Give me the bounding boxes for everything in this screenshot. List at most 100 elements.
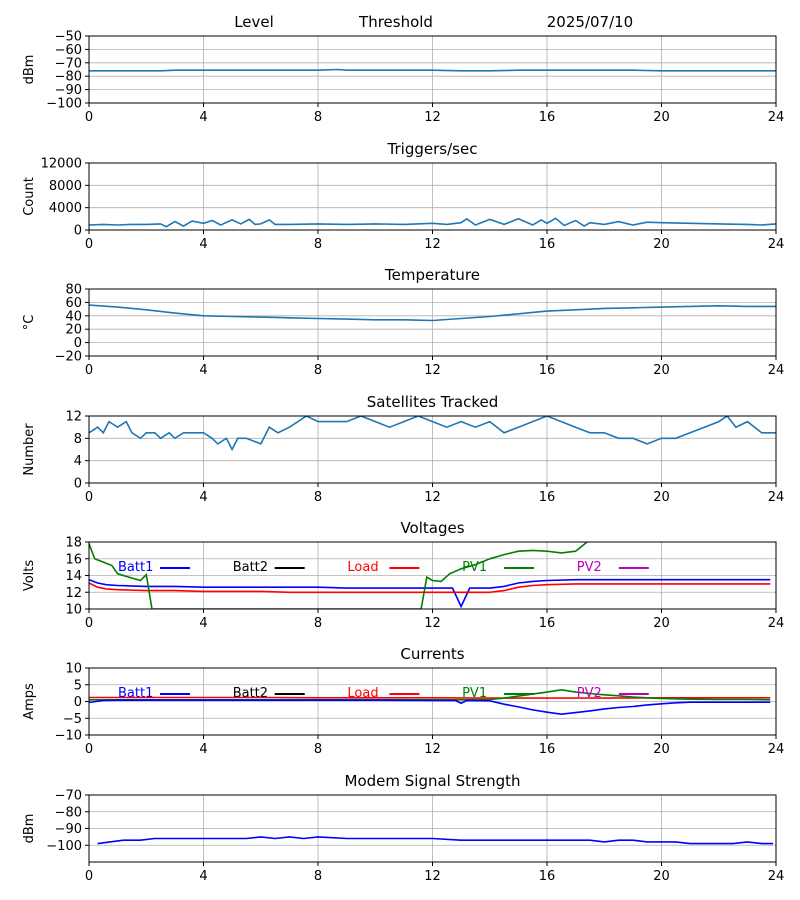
x-tick-label: 12 [424,237,441,252]
panel-title: Triggers/sec [387,140,478,158]
series-line-pv1 [89,542,588,609]
x-tick-label: 12 [424,490,441,505]
x-tick-label: 16 [539,110,556,125]
legend-label: Batt1 [118,686,153,701]
series-group [89,304,776,322]
y-tick-label: 80 [65,283,82,298]
legend-label: PV2 [577,560,602,575]
x-axis: 0 4 8 12 16 20 24 [85,483,784,505]
legend-label: Batt2 [233,686,268,701]
legend-label: Load [347,560,378,575]
x-tick-label: 20 [653,616,670,631]
y-tick-label: −50 [55,30,82,45]
x-tick-label: 8 [314,363,322,378]
x-tick-label: 20 [653,869,670,884]
y-tick-label: −70 [55,56,82,71]
x-tick-label: 0 [85,616,93,631]
x-tick-label: 0 [85,490,93,505]
series-group [89,68,776,72]
grid [88,162,777,231]
grid [88,288,777,357]
x-tick-label: 4 [199,490,207,505]
panel-title: Voltages [400,519,464,537]
y-tick-label: 4000 [49,201,82,216]
x-tick-label: 16 [539,616,556,631]
x-axis: 0 4 8 12 16 20 24 [85,103,784,125]
header-date: 2025/07/10 [547,13,633,31]
x-tick-label: 4 [199,869,207,884]
legend-label: Load [347,686,378,701]
y-axis-label: Volts [22,560,37,592]
y-tick-label: 16 [65,552,82,567]
figure-header: Level Threshold 2025/07/10 [234,13,633,31]
y-tick-label: 0 [74,224,82,239]
y-tick-label: −20 [55,350,82,365]
series-line-0 [89,304,776,322]
x-tick-label: 0 [85,110,93,125]
x-tick-label: 8 [314,237,322,252]
x-tick-label: 20 [653,237,670,252]
y-axis-label: °C [22,315,37,331]
header-level: Level [234,13,274,31]
series-line-batt1 [89,699,771,716]
y-axis-label: Number [22,423,37,476]
y-axis: −10 −5 0 510 [55,662,89,744]
y-tick-label: −80 [55,805,82,820]
x-tick-label: 24 [768,490,785,505]
series-group [97,836,774,845]
y-tick-label: 12000 [41,157,82,172]
y-tick-label: −100 [46,839,82,854]
x-axis: 0 4 8 12 16 20 24 [85,356,784,378]
x-tick-label: 12 [424,742,441,757]
panel-triggers: 0 4 8 12 16 20 24 0 4000 8000 12000 Count Triggers/s… [22,140,784,252]
grid [88,794,777,862]
series-group [89,688,771,716]
y-axis: −100−90−80−70−60−50 [46,30,89,112]
series-group [89,542,771,609]
y-axis-label: dBm [22,814,37,844]
legend-label: Batt1 [118,560,153,575]
x-tick-label: 0 [85,363,93,378]
x-tick-label: 24 [768,616,785,631]
x-tick-label: 24 [768,363,785,378]
x-axis: 0 4 8 12 16 20 24 [85,862,784,884]
x-tick-label: 20 [653,742,670,757]
panel-level: 0 4 8 12 16 20 24 −100−90−80−70−60−50 dBm [22,30,784,126]
x-tick-label: 8 [314,490,322,505]
panel-modem: 0 4 8 12 16 20 24 −100 −90 −80−70 dBm Modem Signal … [22,772,784,884]
grid [88,541,777,610]
x-tick-label: 12 [424,110,441,125]
y-tick-label: −100 [46,97,82,112]
series-line-0 [97,836,774,845]
y-axis: 0 4 8 12 [65,410,89,492]
x-tick-label: 4 [199,237,207,252]
panel-title: Temperature [384,266,480,284]
x-tick-label: 4 [199,363,207,378]
x-tick-label: 0 [85,237,93,252]
y-axis: −100 −90 −80−70 [46,789,89,854]
y-tick-label: −80 [55,70,82,85]
y-axis-label: Count [22,177,37,216]
x-tick-label: 12 [424,363,441,378]
grid [88,415,777,484]
series-line-0 [89,217,776,228]
y-tick-label: −90 [55,83,82,98]
y-axis-label: Amps [22,683,37,720]
y-tick-label: 10 [65,662,82,677]
series-line-batt1 [89,578,771,609]
y-tick-label: 8000 [49,179,82,194]
y-tick-label: 40 [65,309,82,324]
y-tick-label: 60 [65,296,82,311]
x-tick-label: 12 [424,616,441,631]
series-group [89,217,776,228]
x-tick-label: 12 [424,869,441,884]
panel-satellites: 0 4 8 12 16 20 24 0 4 8 12 Number Satellites Tracked [22,393,784,505]
panel-title: Modem Signal Strength [345,772,521,790]
panel-title: Currents [400,645,464,663]
y-tick-label: −60 [55,43,82,58]
x-axis: 0 4 8 12 16 20 24 [85,735,784,757]
legend: Batt1 Batt2 Load PV1 PV2 [118,560,649,575]
